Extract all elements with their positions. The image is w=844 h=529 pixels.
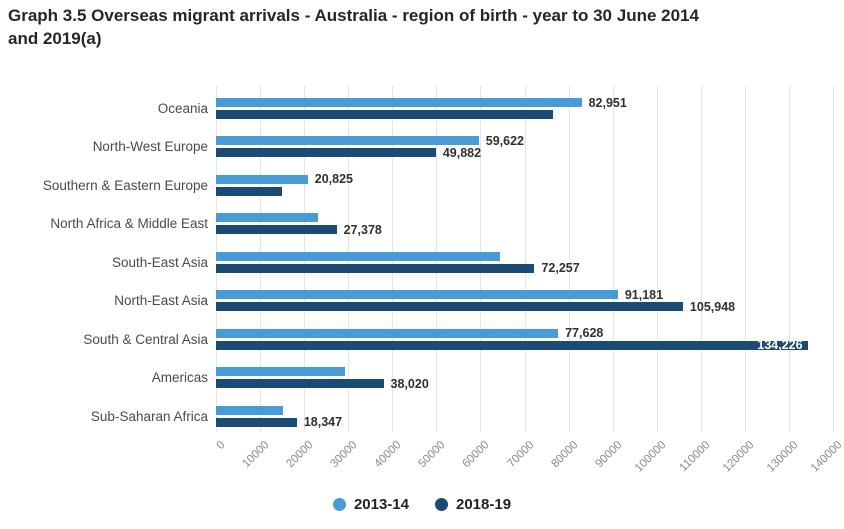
plot-area: 82,951 59,622 49,882 20,825 27,378 72,257 91,1… (216, 86, 834, 432)
legend-item-2018-19: 2018-19 (435, 496, 511, 513)
chart-title-line2: and 2019(a) (8, 29, 102, 49)
gridline (568, 86, 570, 432)
bar-group: 38,020 (216, 355, 833, 393)
category-label: Southern & Eastern Europe (42, 177, 208, 193)
legend-swatch-2013-14 (332, 498, 346, 511)
value-label: 77,628 (565, 326, 604, 341)
chart-title-line1: Graph 3.5 Overseas migrant arrivals - Au… (8, 6, 699, 25)
value-label: 91,181 (624, 287, 664, 302)
bar-2013-14 (216, 367, 346, 377)
category-label: Sub-Saharan Africa (90, 408, 208, 424)
bar-2018-19 (216, 302, 683, 312)
bar-2013-14 (216, 405, 283, 415)
bar-2018-19 (216, 263, 535, 273)
bar-2013-14 (216, 98, 582, 107)
gridline (656, 86, 658, 432)
bar-2013-14 (216, 213, 318, 223)
legend-swatch-2018-19 (435, 498, 448, 511)
bar-group: 59,622 49,882 (216, 124, 833, 162)
bar-group: 20,825 (216, 163, 833, 201)
category-label: South & Central Asia (83, 331, 208, 347)
gridline (524, 86, 526, 432)
value-label: 49,882 (442, 145, 482, 160)
legend-label-2018-19: 2018-19 (456, 496, 512, 513)
bar-2018-19 (216, 379, 384, 389)
value-label: 59,622 (485, 133, 524, 148)
category-label: North Africa & Middle East (50, 216, 208, 232)
value-label: 82,951 (588, 95, 627, 110)
bar-group: 27,378 (216, 201, 833, 239)
value-label: 72,257 (541, 261, 580, 276)
value-label: 134,226 (757, 338, 803, 353)
value-label: 38,020 (390, 376, 429, 391)
gridline (700, 86, 702, 432)
bar-group: 82,951 (216, 86, 833, 124)
bar-2018-19 (216, 148, 436, 158)
value-label: 27,378 (343, 222, 382, 237)
bar-2013-14 (216, 328, 559, 338)
legend-label-2013-14: 2013-14 (353, 496, 409, 513)
gridline (612, 86, 614, 432)
value-label: 20,825 (314, 172, 353, 187)
value-label: 105,948 (689, 299, 736, 314)
value-label: 18,347 (303, 415, 343, 430)
category-label: South-East Asia (111, 254, 208, 270)
bar-2018-19 (216, 110, 554, 119)
bar-2013-14 (216, 251, 500, 261)
category-label: North-East Asia (114, 293, 208, 309)
gridline (744, 86, 746, 432)
legend-item-2013-14: 2013-14 (332, 496, 409, 513)
bar-group: 18,347 (216, 394, 833, 432)
bar-2018-19 (216, 225, 337, 235)
category-label: Americas (151, 370, 208, 386)
bar-group: 77,628 134,226 (216, 317, 833, 355)
bar-2018-19 (216, 186, 283, 196)
bar-2018-19 (216, 417, 297, 427)
bar-group: 72,257 (216, 240, 833, 278)
gridline (833, 86, 834, 432)
bar-2013-14 (216, 290, 618, 300)
category-label: Oceania (157, 101, 208, 116)
bar-2018-19 (216, 340, 808, 350)
bar-2013-14 (216, 174, 308, 184)
bar-2013-14 (216, 136, 479, 146)
category-label: North-West Europe (92, 139, 208, 155)
gridline (788, 86, 790, 432)
legend: 2013-14 2018-19 (0, 496, 844, 513)
chart-title: Graph 3.5 Overseas migrant arrivals - Au… (8, 4, 828, 51)
bar-group: 91,181 105,948 (216, 278, 833, 316)
